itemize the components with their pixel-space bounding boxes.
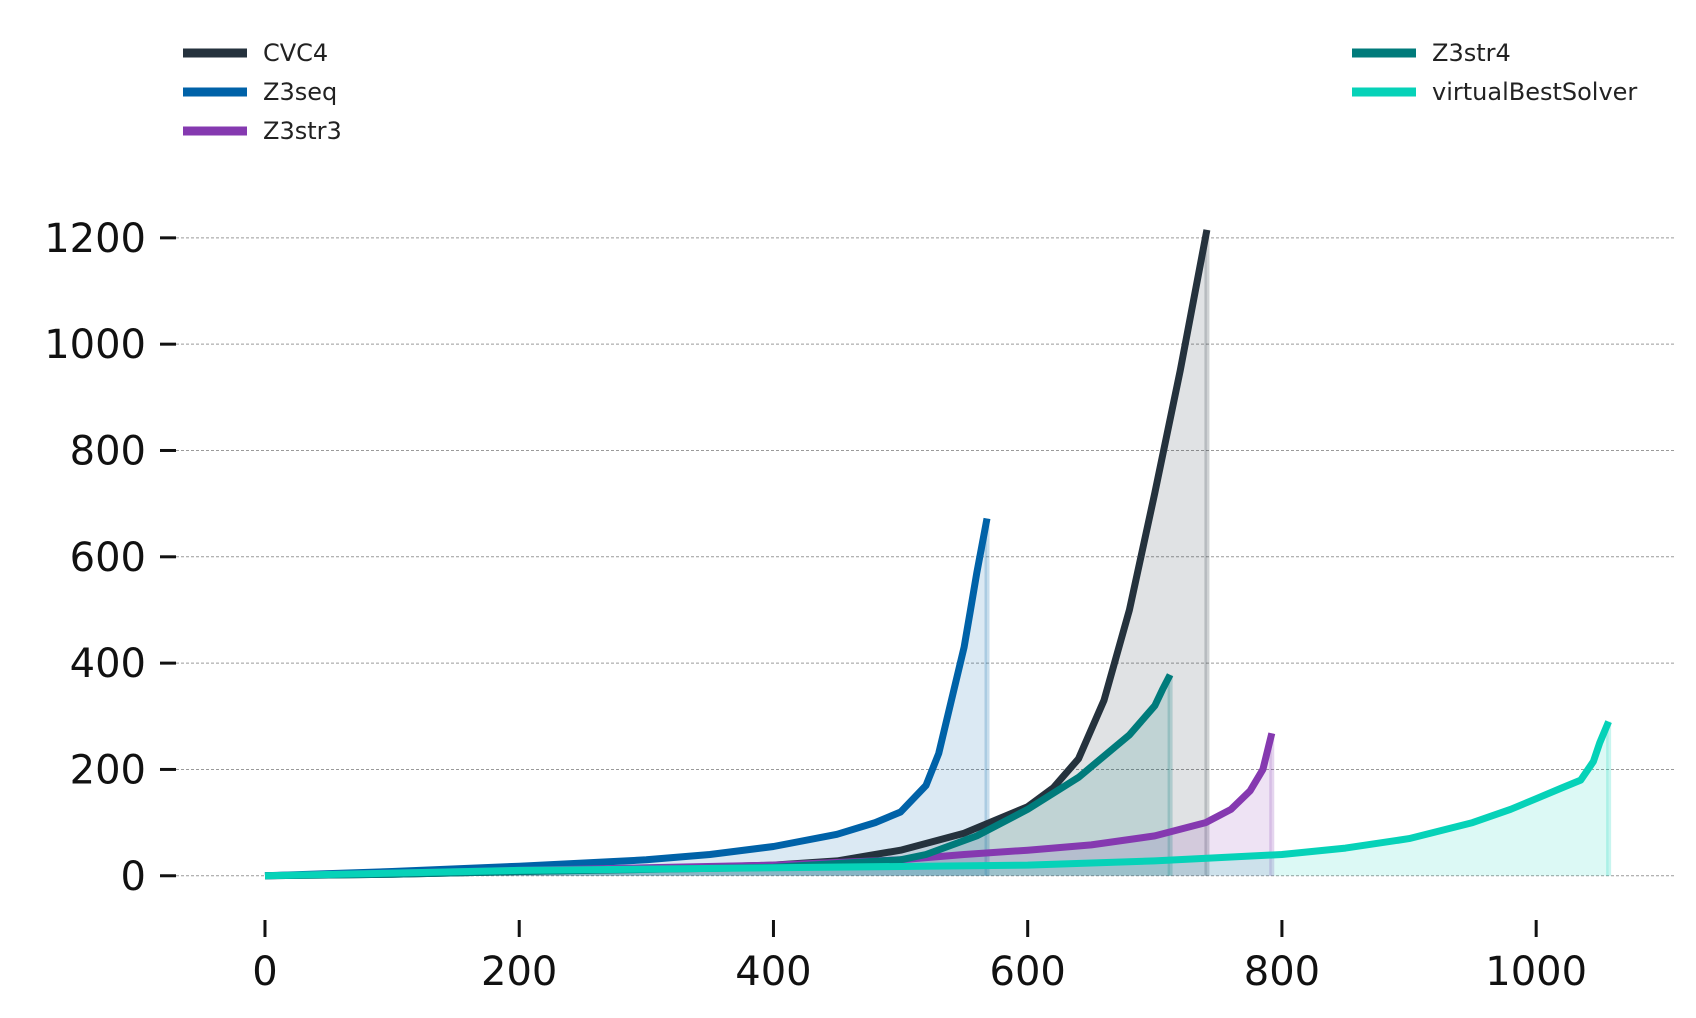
legend-label-virtualbestsolver: virtualBestSolver: [1432, 78, 1637, 106]
area-virtualbestsolver: [264, 721, 1609, 876]
y-tick-label: 800: [70, 428, 146, 474]
series-line-virtualbestsolver: [264, 720, 1612, 880]
x-tick-label: 200: [481, 949, 557, 995]
legend-label-z3str4: Z3str4: [1432, 39, 1511, 67]
x-tick-label: 600: [990, 949, 1066, 995]
area-layer: [264, 229, 1612, 876]
grid-layer: [176, 237, 1676, 877]
legend-label-cvc4: CVC4: [263, 39, 328, 67]
y-tick-label: 200: [70, 747, 146, 793]
y-tick-label: 400: [70, 641, 146, 687]
series-line-cvc4: [264, 229, 1211, 880]
x-tick-label: 400: [735, 949, 811, 995]
area-z3str4: [264, 674, 1171, 876]
y-tick-label: 0: [121, 854, 146, 900]
legend-label-z3str3: Z3str3: [263, 117, 342, 145]
legend-label-z3seq: Z3seq: [263, 78, 337, 106]
area-z3seq: [264, 518, 988, 876]
area-cvc4: [264, 229, 1207, 876]
y-tick-label: 1000: [44, 322, 146, 368]
y-tick-label: 1200: [44, 216, 146, 262]
legend: CVC4 Z3seq Z3str3 Z3str4 virtualBestSolver: [183, 39, 1637, 145]
y-tick-label: 600: [70, 535, 146, 581]
x-tick-label: 800: [1244, 949, 1320, 995]
line-layer: [264, 229, 1612, 880]
x-tick-label: 0: [252, 949, 277, 995]
x-tick-label: 1000: [1485, 949, 1587, 995]
axis-layer: 0 200 400 600 800 1000 1200 0 200 400 600 800 1000: [44, 216, 1587, 995]
series-line-z3seq: [264, 517, 991, 880]
